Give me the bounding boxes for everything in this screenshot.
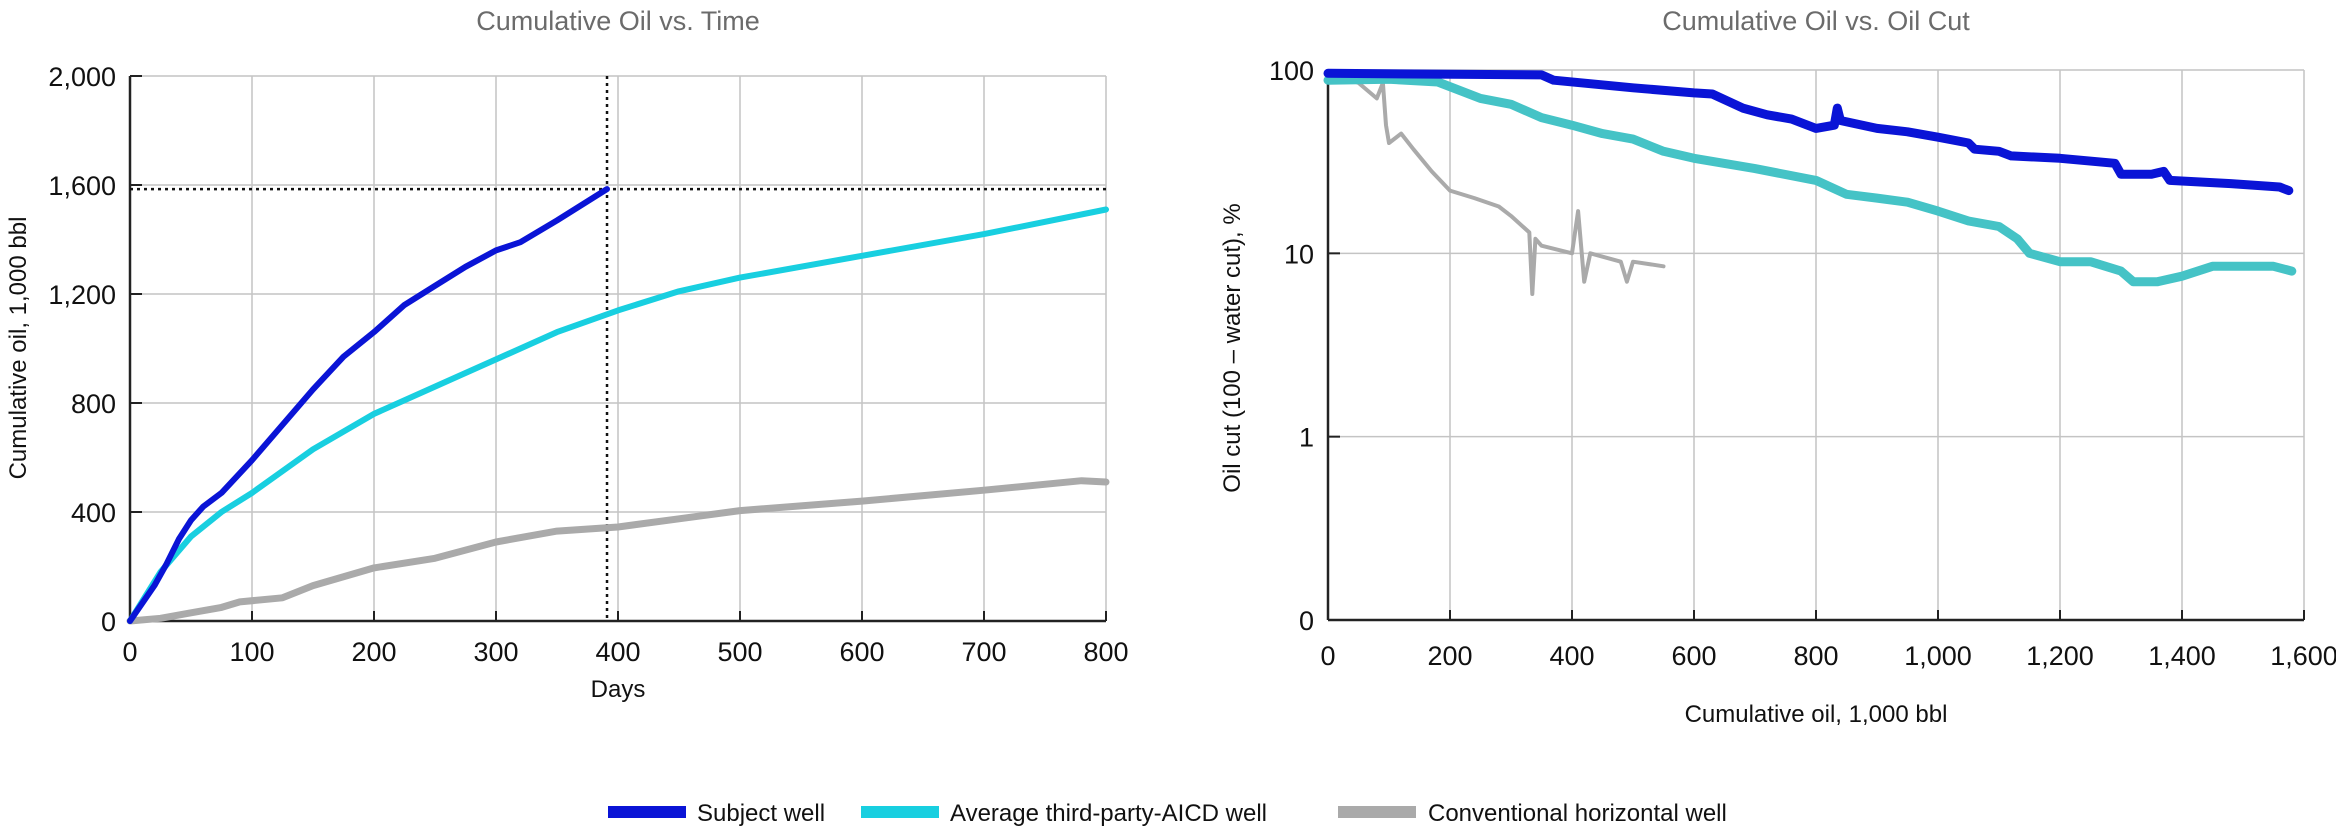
y-tick-label: 2,000	[48, 62, 116, 92]
x-tick-label: 300	[473, 637, 518, 667]
chart-title: Cumulative Oil vs. Oil Cut	[1662, 6, 1970, 36]
x-tick-label: 800	[1083, 637, 1128, 667]
y-tick-label: 1,600	[48, 171, 116, 201]
x-axis-label: Cumulative oil, 1,000 bbl	[1685, 701, 1948, 728]
y-tick-label: 0	[101, 607, 116, 637]
series-line-subject-well	[127, 186, 610, 624]
x-tick-label: 200	[351, 637, 396, 667]
legend: Subject well Average third-party-AICD we…	[608, 800, 1727, 827]
x-tick-label: 600	[1671, 641, 1716, 671]
series-line-average-aicd-well	[1323, 74, 2297, 287]
y-tick-label: 10	[1284, 239, 1314, 269]
x-tick-label: 700	[961, 637, 1006, 667]
y-tick-label: 800	[71, 389, 116, 419]
chart-title: Cumulative Oil vs. Time	[476, 6, 760, 36]
x-tick-label: 600	[839, 637, 884, 667]
x-tick-label: 1,400	[2148, 641, 2216, 671]
x-axis-label: Days	[591, 676, 646, 703]
legend-item-average-aicd-well: Average third-party-AICD well	[861, 800, 1267, 827]
legend-label: Conventional horizontal well	[1428, 800, 1727, 827]
y-axis-label: Cumulative oil, 1,000 bbl	[5, 217, 32, 480]
legend-label: Subject well	[697, 800, 825, 827]
legend-item-subject-well: Subject well	[608, 800, 825, 827]
y-tick-label: 0	[1299, 606, 1314, 636]
legend-label: Average third-party-AICD well	[950, 800, 1267, 827]
y-tick-label: 400	[71, 498, 116, 528]
x-tick-label: 100	[229, 637, 274, 667]
x-tick-label: 1,000	[1904, 641, 1972, 671]
y-tick-label: 1,200	[48, 280, 116, 310]
x-tick-label: 400	[595, 637, 640, 667]
chart-cumulative-oil-vs-oil-cut: Cumulative Oil vs. Oil Cut Cumulative oi…	[1219, 6, 2336, 728]
x-tick-label: 500	[717, 637, 762, 667]
x-tick-label: 800	[1793, 641, 1838, 671]
series-line-conventional-well	[126, 477, 1110, 625]
legend-swatch	[608, 806, 686, 818]
y-tick-label: 100	[1269, 56, 1314, 86]
y-axis-label: Oil cut (100 – water cut), %	[1219, 203, 1246, 492]
chart-cumulative-oil-vs-time: Cumulative Oil vs. Time Days Cumulative …	[5, 6, 1129, 703]
legend-item-conventional-well: Conventional horizontal well	[1338, 800, 1727, 827]
x-tick-label: 400	[1549, 641, 1594, 671]
x-tick-label: 0	[122, 637, 137, 667]
series-line-subject-well	[1323, 68, 2294, 196]
series-line-average-aicd-well	[127, 206, 1109, 624]
x-tick-label: 1,200	[2026, 641, 2094, 671]
legend-swatch	[1338, 806, 1416, 818]
x-tick-label: 0	[1320, 641, 1335, 671]
y-tick-label: 1	[1299, 423, 1314, 453]
x-tick-label: 1,600	[2270, 641, 2336, 671]
legend-swatch	[861, 806, 939, 818]
series-line-conventional-well	[1344, 76, 1666, 296]
x-tick-label: 200	[1427, 641, 1472, 671]
